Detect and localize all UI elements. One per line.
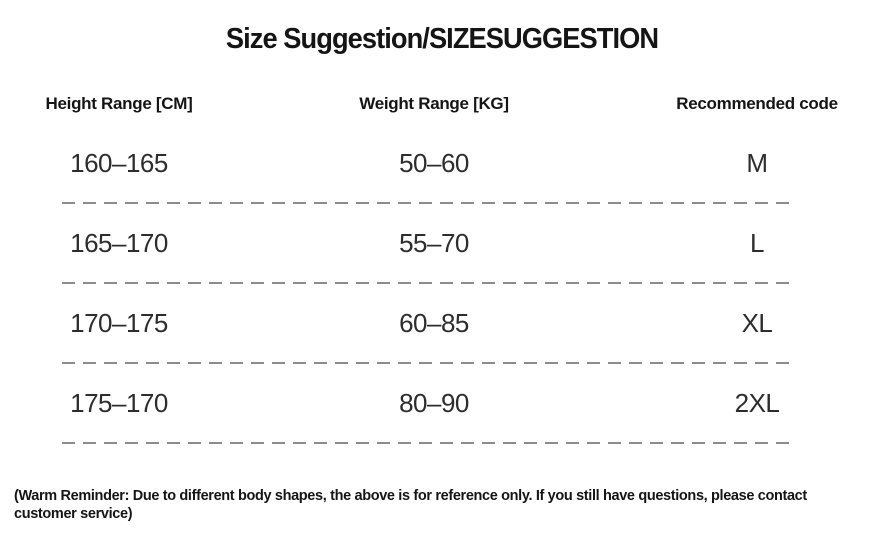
weight-range-cell: 80–90 (399, 387, 469, 418)
weight-range-cell: 60–85 (399, 307, 469, 338)
size-table: Height Range [CM] Weight Range [KG] Reco… (0, 93, 884, 444)
table-row: 175–170 80–90 2XL (0, 364, 884, 442)
dashed-divider (62, 282, 792, 284)
recommended-code-cell: L (750, 227, 764, 258)
height-range-cell: 160–165 (70, 147, 168, 178)
table-row: 170–175 60–85 XL (0, 284, 884, 362)
table-row: 160–165 50–60 M (0, 124, 884, 202)
dashed-divider (62, 362, 792, 364)
column-header-recommended-code: Recommended code (676, 94, 838, 113)
table-header-row: Height Range [CM] Weight Range [KG] Reco… (0, 93, 884, 115)
recommended-code-cell: XL (741, 307, 773, 338)
dashed-divider (62, 202, 792, 204)
dashed-divider (62, 442, 792, 444)
recommended-code-cell: M (746, 147, 768, 178)
warm-reminder-note: (Warm Reminder: Due to different body sh… (14, 488, 807, 522)
weight-range-cell: 50–60 (399, 147, 469, 178)
table-row: 165–170 55–70 L (0, 204, 884, 282)
weight-range-cell: 55–70 (399, 227, 469, 258)
height-range-cell: 170–175 (70, 307, 168, 338)
recommended-code-cell: 2XL (734, 387, 780, 418)
page-title: Size Suggestion/SIZESUGGESTION (225, 23, 659, 55)
column-header-weight-range: Weight Range [KG] (359, 94, 509, 113)
height-range-cell: 165–170 (70, 227, 168, 258)
height-range-cell: 175–170 (70, 387, 168, 418)
column-header-height-range: Height Range [CM] (45, 94, 193, 113)
